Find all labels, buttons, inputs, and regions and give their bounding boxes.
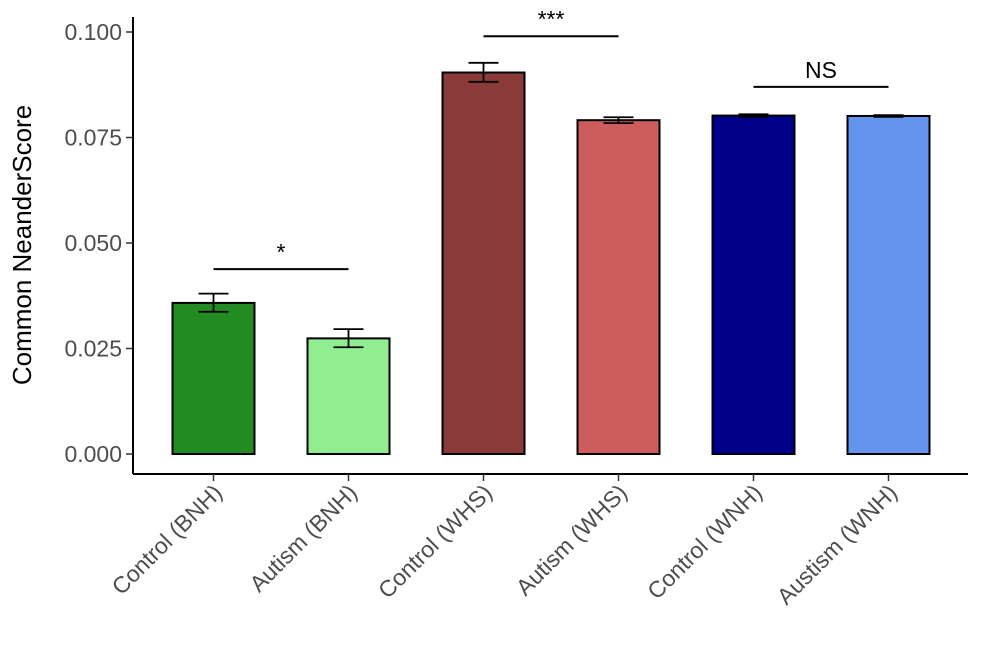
bar	[171, 301, 256, 456]
y-tick-label: 0.000	[64, 441, 122, 467]
x-tick-label: Control (WHS)	[373, 479, 497, 603]
significance-label: ***	[538, 6, 565, 32]
x-tick-label: Autism (BNH)	[244, 479, 362, 597]
bar	[441, 71, 526, 456]
x-tick-label: Autism (WHS)	[511, 479, 632, 600]
y-tick-label: 0.100	[64, 19, 122, 45]
x-tick-label: Control (WNH)	[642, 479, 767, 604]
y-tick-label: 0.075	[64, 125, 122, 151]
bar	[711, 114, 796, 455]
significance-label: *	[277, 239, 286, 265]
x-tick-label: Austism (WNH)	[772, 479, 902, 609]
significance-label: NS	[805, 57, 837, 83]
bar	[306, 337, 391, 456]
y-tick-label: 0.025	[64, 336, 122, 362]
bar	[576, 119, 661, 455]
y-tick-label: 0.050	[64, 230, 122, 256]
bar	[846, 114, 931, 455]
x-tick-label: Control (BNH)	[107, 479, 228, 600]
y-axis-title: Common NeanderScore	[7, 105, 37, 385]
